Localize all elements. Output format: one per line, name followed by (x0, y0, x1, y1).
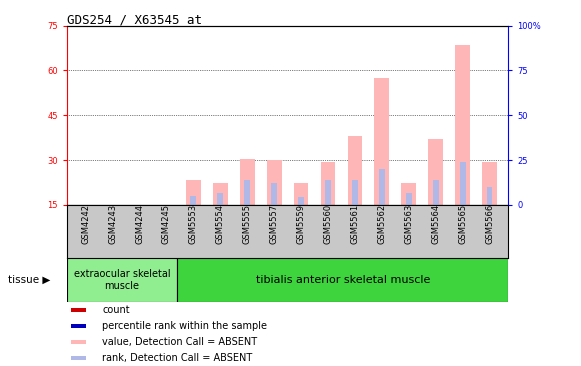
Bar (460, 162, 465, 205)
Bar (71, 356, 86, 360)
Text: tissue ▶: tissue ▶ (8, 275, 51, 285)
Bar (240, 158, 254, 205)
Bar (244, 180, 250, 205)
Text: count: count (102, 305, 130, 315)
Bar (267, 160, 282, 205)
Text: extraocular skeletal
muscle: extraocular skeletal muscle (74, 269, 170, 291)
Bar (433, 180, 439, 205)
Bar (293, 183, 309, 205)
Bar (271, 183, 277, 205)
Bar (352, 180, 358, 205)
Bar (71, 340, 86, 344)
Bar (379, 169, 385, 205)
Bar (401, 183, 416, 205)
Text: GDS254 / X63545_at: GDS254 / X63545_at (67, 13, 202, 26)
Bar (213, 183, 228, 205)
Bar (71, 324, 86, 328)
Bar (406, 193, 412, 205)
Bar (482, 162, 497, 205)
Text: rank, Detection Call = ABSENT: rank, Detection Call = ABSENT (102, 353, 252, 363)
Bar (67, 258, 177, 302)
Bar (347, 136, 363, 205)
Text: percentile rank within the sample: percentile rank within the sample (102, 321, 267, 331)
Bar (428, 139, 443, 205)
Bar (455, 45, 470, 205)
Bar (186, 180, 201, 205)
Bar (217, 193, 223, 205)
Bar (325, 180, 331, 205)
Bar (374, 78, 389, 205)
Bar (298, 198, 304, 205)
Bar (321, 162, 335, 205)
Bar (71, 308, 86, 312)
Bar (191, 196, 196, 205)
Bar (177, 258, 508, 302)
Text: value, Detection Call = ABSENT: value, Detection Call = ABSENT (102, 337, 257, 347)
Bar (486, 187, 493, 205)
Text: tibialis anterior skeletal muscle: tibialis anterior skeletal muscle (256, 275, 430, 285)
